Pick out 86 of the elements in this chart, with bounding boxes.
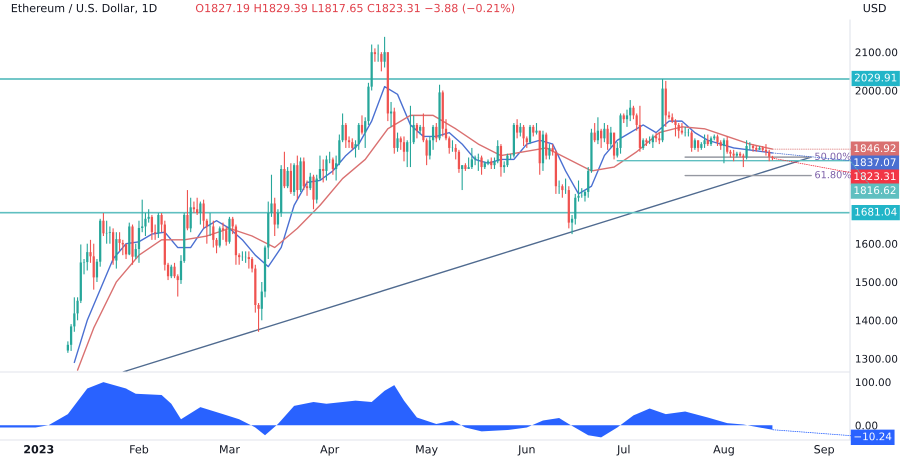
series-label: 61.80% — [815, 170, 851, 178]
x-tick-label: Jul — [616, 444, 630, 456]
candlestick — [196, 197, 198, 216]
candlestick — [561, 184, 564, 198]
candlestick — [726, 136, 728, 154]
candlestick — [86, 243, 88, 272]
candlestick — [351, 138, 354, 150]
candlestick — [344, 122, 347, 148]
candlestick — [652, 134, 654, 148]
candlestick — [322, 158, 324, 183]
y-tick-label: 100.00 — [856, 378, 891, 386]
candlestick — [402, 136, 406, 162]
candlestick — [157, 212, 160, 238]
candlestick — [603, 122, 606, 143]
x-tick-label: Feb — [130, 444, 148, 454]
candlestick — [309, 172, 312, 191]
data-label: 1846.92 — [854, 144, 896, 152]
candlestick — [642, 138, 644, 150]
x-tick-label: May — [416, 445, 438, 456]
candlestick — [118, 232, 121, 252]
candlestick — [108, 226, 112, 244]
candlestick — [594, 122, 596, 143]
text: O1827.19 H1829.39 L1817.65 C1823.31 −3.88 (−0.21%) — [196, 4, 514, 14]
candlestick — [451, 140, 454, 152]
candlestick — [600, 128, 602, 148]
candlestick — [225, 226, 228, 246]
y-tick-label: 2000.00 — [856, 86, 898, 95]
candlestick — [170, 264, 172, 279]
chart-title: Ethereum / U.S. Dollar, 1D — [12, 4, 157, 14]
y-axis-title: USD — [864, 4, 886, 12]
candlestick — [102, 212, 105, 237]
candlestick — [461, 164, 464, 191]
candlestick — [694, 138, 696, 150]
ref-line-label: 2029.91 — [854, 74, 896, 82]
candlestick — [545, 132, 548, 160]
candlestick — [732, 149, 735, 162]
data-label: 1816.62 — [854, 186, 896, 194]
candlestick — [115, 232, 118, 270]
x-tick-label: Jun — [518, 445, 535, 456]
candlestick — [490, 156, 492, 170]
candlestick — [218, 226, 221, 248]
x-tick-label: 2023 — [24, 445, 54, 454]
candlestick — [374, 48, 376, 62]
candlestick — [762, 145, 764, 152]
candlestick — [532, 124, 534, 137]
candlestick — [290, 162, 292, 194]
candlestick — [274, 197, 276, 237]
y-tick-label: 1300.00 — [856, 354, 898, 363]
candlestick — [755, 145, 758, 152]
candlestick — [742, 153, 744, 168]
candlestick — [435, 122, 438, 143]
candlestick — [248, 250, 250, 270]
candlestick — [92, 243, 95, 290]
x-tick-label: Mar — [220, 445, 240, 454]
candlestick — [106, 220, 108, 244]
candlestick — [690, 130, 693, 152]
candlestick — [419, 124, 422, 136]
series-label: 50.00% — [815, 152, 851, 160]
data-label: −10.24 — [854, 432, 892, 440]
candlestick — [706, 134, 709, 147]
candlestick — [380, 52, 382, 72]
candlestick — [654, 132, 658, 143]
candlestick — [596, 116, 600, 145]
candlestick — [658, 132, 660, 145]
y-tick-label: 1500.00 — [856, 278, 898, 286]
candlestick — [678, 122, 680, 139]
candlestick — [610, 126, 612, 148]
y-tick-label: 0.00 — [856, 422, 878, 430]
candlestick — [622, 112, 625, 124]
candlestick — [390, 101, 392, 128]
data-label: 1837.07 — [854, 158, 896, 166]
ref-line-label: 1681.04 — [855, 208, 897, 216]
y-tick-label: 1400.00 — [856, 316, 898, 324]
y-tick-label: 1600.00 — [856, 240, 898, 248]
x-tick-label: Apr — [320, 445, 340, 456]
candlestick — [680, 122, 684, 136]
y-tick-label: 2100.00 — [856, 48, 898, 56]
candlestick — [199, 201, 202, 226]
candlestick — [286, 166, 289, 189]
x-tick-label: Aug — [713, 445, 734, 456]
candlestick — [535, 122, 538, 136]
candlestick — [190, 197, 192, 233]
candlestick — [470, 147, 473, 170]
annotation: 1823.31 — [854, 172, 896, 180]
x-tick-label: Sep — [814, 445, 834, 456]
candlestick — [519, 122, 522, 137]
